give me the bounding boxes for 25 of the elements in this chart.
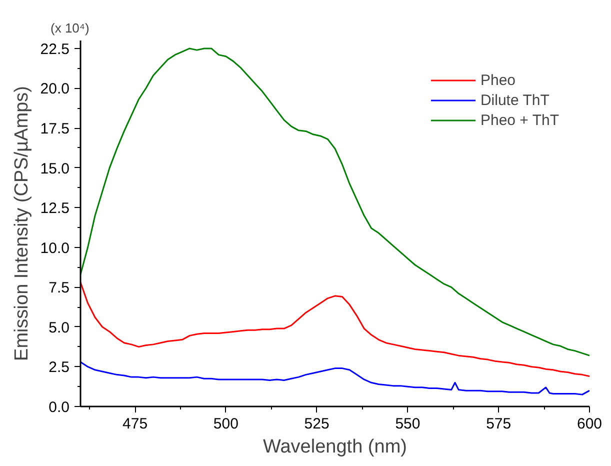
- y-tick-label: 17.5: [40, 120, 70, 138]
- x-tick-label: 550: [395, 416, 420, 432]
- y-axis-title: Emission Intensity (CPS/µAmps): [11, 86, 32, 361]
- x-tick-label: 525: [304, 416, 330, 432]
- line-series: [80, 361, 590, 396]
- legend-label: Pheo: [480, 71, 516, 89]
- line-series: [80, 282, 590, 378]
- x-tick-label: 575: [486, 416, 512, 432]
- x-axis-title: Wavelength (nm): [263, 436, 407, 458]
- y-tick-label: 2.5: [48, 359, 70, 376]
- y-tick-label: 5.0: [48, 319, 70, 336]
- legend-label: Dilute ThT: [480, 91, 550, 109]
- text: (x 10⁴): [50, 20, 90, 36]
- x-tick-label: 600: [576, 416, 602, 432]
- y-tick-label: 7.5: [48, 280, 70, 297]
- y-tick-label: 0.0: [48, 399, 70, 416]
- y-tick-label: 22.5: [40, 40, 70, 58]
- line-series: [80, 48, 590, 356]
- y-tick-label: 15.0: [40, 160, 70, 178]
- x-tick-label: 500: [213, 416, 238, 432]
- y-tick-label: 10.0: [40, 240, 70, 257]
- x-tick-label: 475: [122, 416, 148, 432]
- y-tick-label: 12.5: [40, 200, 70, 218]
- y-tick-label: 20.0: [40, 80, 70, 98]
- legend-label: Pheo + ThT: [480, 111, 559, 129]
